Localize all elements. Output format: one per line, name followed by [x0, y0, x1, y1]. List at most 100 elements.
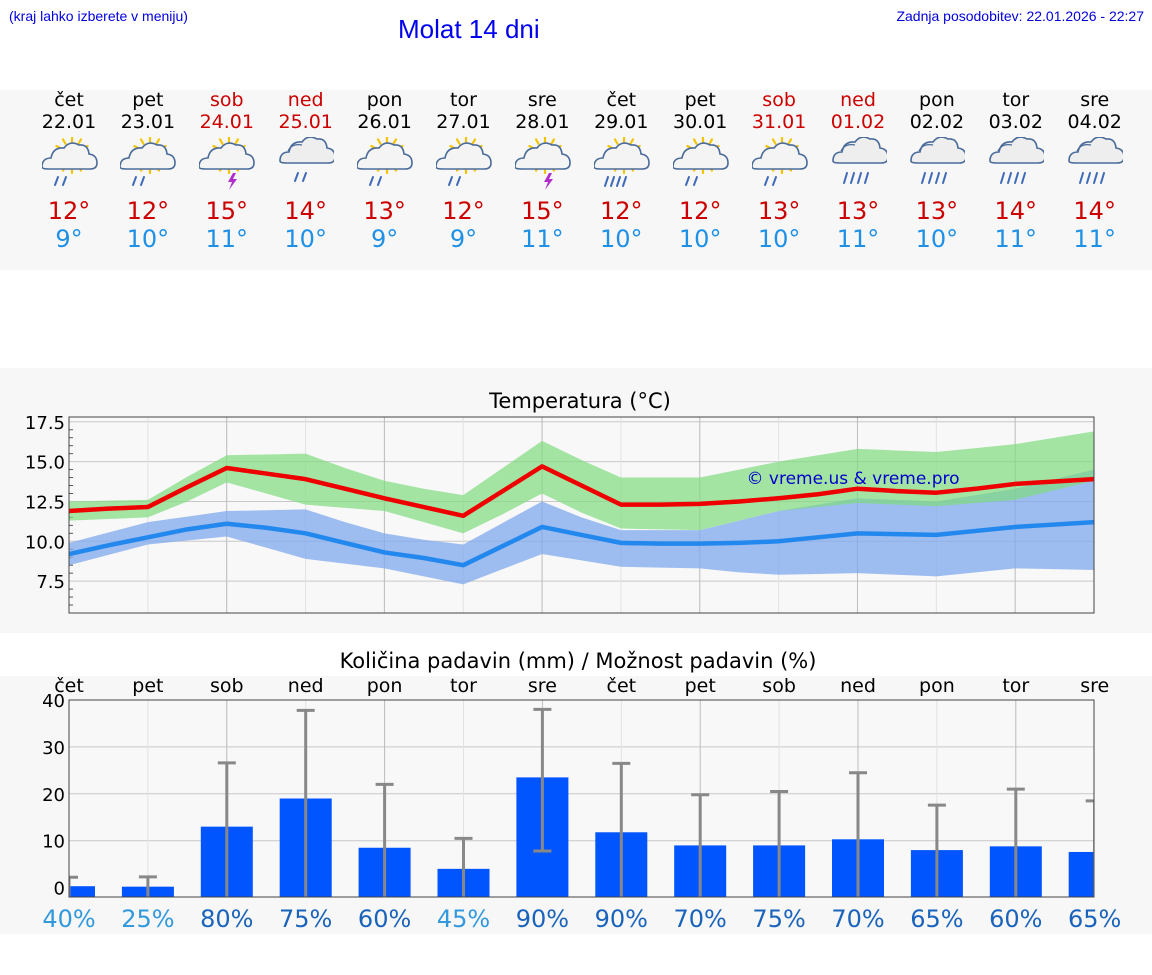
y-tick-label: 20 — [42, 785, 65, 806]
max-temp: 12° — [442, 197, 485, 225]
x-category-label: sob — [210, 675, 244, 697]
y-tick-label: 15.0 — [25, 453, 65, 474]
day-date: 26.01 — [357, 111, 412, 133]
max-temp: 15° — [521, 197, 564, 225]
precipitation-bar — [69, 886, 95, 897]
y-tick-label: 10.0 — [25, 532, 65, 553]
max-temp: 13° — [836, 197, 880, 225]
min-temp-range-band — [69, 469, 1094, 585]
max-temp: 14° — [284, 197, 327, 225]
day-name: sre — [527, 89, 557, 111]
day-name: pon — [366, 89, 403, 111]
min-temp: 11° — [205, 225, 249, 253]
precipitation-probability: 25% — [121, 905, 174, 933]
x-category-label: sre — [528, 675, 557, 697]
sun-thunderstorm-icon — [514, 137, 571, 190]
min-temp: 10° — [600, 225, 643, 253]
partly-sunny-rain-icon — [357, 137, 413, 186]
day-date: 01.02 — [830, 111, 886, 133]
min-temp: 10° — [284, 225, 327, 253]
plot-border — [68, 699, 1095, 898]
precipitation-probability: 65% — [910, 905, 963, 933]
min-temp: 11° — [836, 225, 880, 253]
day-date: 22.01 — [41, 111, 97, 133]
x-category-label: pon — [919, 675, 955, 697]
precipitation-bar — [1068, 851, 1094, 897]
min-temp: 9° — [55, 225, 83, 253]
partly-sunny-rain-icon — [120, 137, 177, 186]
day-name: sre — [1080, 89, 1110, 111]
cloud-heavy-rain-icon — [989, 137, 1045, 184]
x-category-label: tor — [1002, 675, 1029, 697]
precipitation-probability: 70% — [831, 905, 884, 933]
min-temp: 9° — [449, 225, 478, 253]
partly-sunny-rain-icon — [672, 137, 729, 186]
day-date: 29.01 — [594, 111, 649, 133]
min-temp-line — [68, 519, 1095, 568]
partly-sunny-rain-icon — [41, 137, 98, 186]
precipitation-probability: 40% — [42, 905, 95, 933]
max-temp: 12° — [600, 197, 643, 225]
precipitation-probability: 80% — [200, 905, 253, 933]
daily-forecast-strip: čet 22.01 12° 9° pet 23.01 12° 10° sob 24.01 15° 11… — [0, 89, 1152, 270]
x-category-label: sre — [1080, 675, 1109, 697]
day-date: 30.01 — [672, 111, 728, 133]
cloud-heavy-rain-icon — [1068, 137, 1124, 184]
max-temp: 12° — [126, 197, 170, 225]
precipitation-probability: 75% — [279, 905, 332, 933]
max-temp: 12° — [678, 197, 722, 225]
x-category-label: pon — [367, 675, 403, 697]
max-temp: 15° — [205, 197, 249, 225]
day-name: pet — [132, 89, 164, 111]
cloud-heavy-rain-icon — [910, 137, 966, 184]
day-name: ned — [287, 89, 324, 111]
partly-sunny-rain-icon — [751, 137, 808, 186]
precipitation-probability: 90% — [516, 905, 569, 933]
day-date: 27.01 — [436, 111, 491, 133]
max-temp: 13° — [757, 197, 801, 225]
precipitation-chart-title: Količina padavin (mm) / Možnost padavin … — [340, 649, 817, 673]
day-name: čet — [606, 89, 637, 111]
precipitation-probability: 45% — [437, 905, 490, 933]
day-name: pon — [919, 89, 955, 111]
min-temp: 11° — [1073, 225, 1116, 253]
precipitation-probability: 60% — [358, 905, 411, 933]
day-name: sob — [762, 89, 796, 111]
day-date: 25.01 — [278, 111, 333, 133]
min-temp: 10° — [678, 225, 722, 253]
y-tick-label: 40 — [42, 691, 65, 712]
min-temp: 11° — [521, 225, 564, 253]
day-date: 02.02 — [909, 111, 965, 133]
day-name: tor — [450, 89, 477, 111]
y-tick-label: 30 — [42, 738, 65, 759]
max-temp: 14° — [1073, 197, 1116, 225]
day-name: sob — [210, 89, 244, 111]
y-tick-label: 17.5 — [25, 413, 65, 434]
precipitation-probability: 90% — [595, 905, 648, 933]
day-date: 03.02 — [988, 111, 1043, 133]
x-category-label: sob — [762, 675, 796, 697]
max-temp: 13° — [915, 197, 959, 225]
precipitation-probability: 65% — [1068, 905, 1121, 933]
precipitation-bars — [69, 707, 1094, 897]
min-temp: 10° — [126, 225, 170, 253]
min-temp: 9° — [370, 225, 399, 253]
y-tick-label: 10 — [42, 832, 65, 853]
max-temp-line — [68, 464, 1095, 519]
min-temp: 10° — [915, 225, 959, 253]
x-category-label: tor — [450, 675, 477, 697]
precipitation-chart: Količina padavin (mm) / Možnost padavin … — [42, 649, 1121, 933]
cloud-rain-icon — [279, 137, 335, 182]
x-category-label: ned — [288, 675, 324, 697]
x-category-label: ned — [840, 675, 876, 697]
day-name: ned — [840, 89, 876, 111]
y-tick-label: 12.5 — [25, 492, 65, 513]
precipitation-probability: 75% — [752, 905, 805, 933]
y-tick-label: 7.5 — [36, 572, 65, 593]
plot-border — [68, 416, 1095, 614]
location-hint: (kraj lahko izberete v meniju) — [9, 8, 188, 24]
min-temp: 10° — [757, 225, 801, 253]
precipitation-probability: 60% — [989, 905, 1042, 933]
day-date: 31.01 — [751, 111, 807, 133]
max-temp: 14° — [994, 197, 1038, 225]
